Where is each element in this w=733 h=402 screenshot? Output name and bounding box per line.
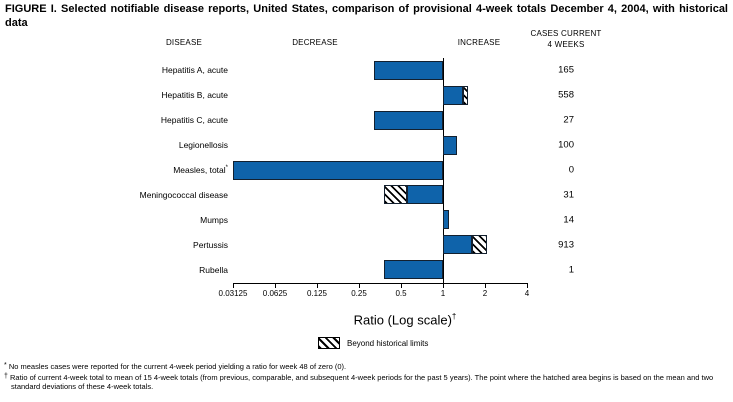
disease-label: Rubella [199, 264, 228, 275]
figure-title: FIGURE I. Selected notifiable disease re… [5, 3, 728, 29]
axis-tick-label: 0.125 [306, 289, 328, 298]
axis-tick [401, 283, 402, 288]
x-axis-title: Ratio (Log scale)† [354, 312, 457, 327]
bar-segment [443, 235, 472, 255]
bar-segment [443, 135, 457, 155]
dagger-superscript: † [451, 312, 457, 321]
cases-value: 165 [558, 64, 574, 76]
disease-label: Hepatitis C, acute [160, 115, 228, 126]
axis-tick-label: 0.03125 [218, 289, 248, 298]
axis-tick-label: 0.0625 [262, 289, 288, 298]
footnote-text: Ratio of current 4-week total to mean of… [10, 372, 714, 392]
disease-label: Hepatitis A, acute [161, 65, 228, 76]
bar-segment [406, 185, 443, 205]
axis-tick [317, 283, 318, 288]
axis-tick [233, 283, 234, 288]
axis-tick [527, 283, 528, 288]
bar-segment [443, 85, 464, 105]
disease-label: Measles, total* [173, 165, 228, 175]
cases-value: 100 [558, 139, 574, 151]
chart-row: Meningococcal disease 31 [0, 182, 733, 207]
bar-segment-beyond-limits [463, 85, 468, 105]
bar-segment [443, 210, 449, 230]
footnote-text: No measles cases were reported for the c… [8, 362, 347, 371]
footnotes: * No measles cases were reported for the… [4, 361, 730, 392]
chart-row: Hepatitis C, acute 27 [0, 108, 733, 133]
x-axis-title-text: Ratio (Log scale) [353, 312, 452, 328]
disease-label: Pertussis [193, 239, 228, 250]
cases-value: 558 [558, 89, 574, 101]
x-axis-line [233, 283, 528, 284]
axis-tick [359, 283, 360, 288]
footnote-ratio: † Ratio of current 4-week total to mean … [4, 372, 730, 392]
cases-value: 913 [558, 239, 574, 251]
chart-row: Hepatitis B, acute 558 [0, 83, 733, 108]
disease-label: Hepatitis B, acute [161, 90, 228, 101]
axis-tick-label: 2 [482, 289, 488, 298]
footnote-marker-dagger: † [4, 372, 8, 380]
disease-label: Meningococcal disease [139, 189, 228, 200]
chart-plot-area: Hepatitis A, acute 165 Hepatitis B, acute 5… [0, 58, 733, 282]
cases-value: 31 [563, 189, 574, 201]
cases-value: 0 [568, 164, 574, 176]
chart-row: Mumps 14 [0, 207, 733, 232]
axis-tick-label: 0.25 [351, 289, 367, 298]
legend-label: Beyond historical limits [347, 339, 429, 348]
column-header-increase: INCREASE [457, 38, 501, 47]
baseline-one-line [443, 58, 444, 283]
cases-value: 1 [568, 264, 574, 276]
axis-tick-label: 0.5 [395, 289, 407, 298]
bar-segment [384, 260, 443, 280]
column-header-cases-line1: CASES CURRENT [530, 29, 602, 38]
disease-label: Legionellosis [178, 140, 228, 151]
chart-row: Legionellosis 100 [0, 133, 733, 158]
chart-row: Pertussis 913 [0, 232, 733, 257]
axis-tick [485, 283, 486, 288]
column-header-disease: DISEASE [165, 38, 203, 47]
footnote-measles: * No measles cases were reported for the… [4, 361, 730, 372]
chart-row: Rubella 1 [0, 257, 733, 282]
bar-segment-beyond-limits [471, 235, 488, 255]
axis-tick [275, 283, 276, 288]
chart-row: Hepatitis A, acute 165 [0, 58, 733, 83]
footnote-marker-asterisk: * [4, 362, 7, 369]
hatch-swatch-icon [318, 337, 340, 349]
asterisk-superscript: * [225, 165, 228, 172]
disease-label: Mumps [200, 214, 228, 225]
bar-segment [233, 160, 443, 180]
axis-tick-label: 4 [524, 289, 530, 298]
column-header-cases-line2: 4 WEEKS [547, 40, 585, 49]
bar-segment [373, 61, 443, 80]
bar-segment [373, 110, 443, 130]
column-header-decrease: DECREASE [292, 38, 338, 47]
chart-row: Measles, total* 0 [0, 158, 733, 183]
cases-value: 27 [563, 114, 574, 126]
bar-segment-beyond-limits [384, 185, 407, 205]
cases-value: 14 [563, 214, 574, 226]
axis-tick-label: 1 [440, 289, 446, 298]
axis-tick [443, 283, 444, 288]
